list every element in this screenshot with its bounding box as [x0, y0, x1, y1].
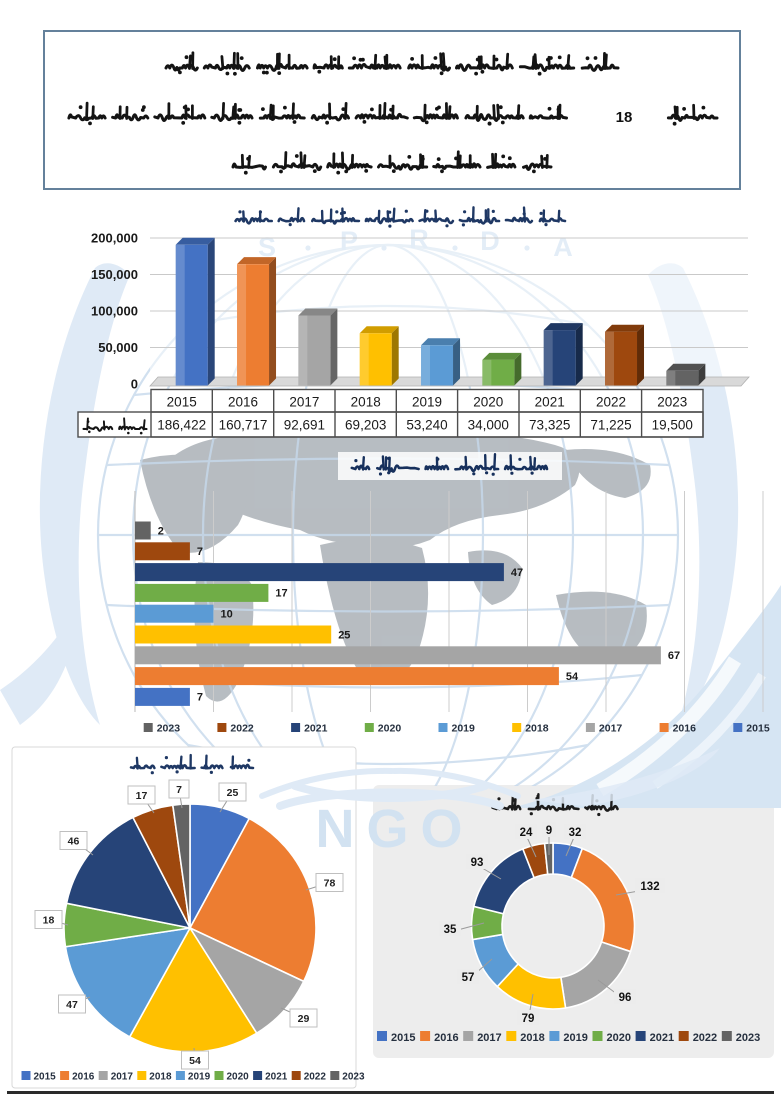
svg-text:47: 47	[511, 567, 523, 579]
svg-text:2021: 2021	[304, 723, 328, 735]
svg-text:2023: 2023	[157, 723, 181, 735]
svg-text:25: 25	[227, 787, 239, 799]
svg-text:2018: 2018	[525, 723, 549, 735]
svg-text:73,325: 73,325	[529, 418, 570, 433]
svg-text:2015: 2015	[746, 723, 770, 735]
svg-text:18: 18	[616, 109, 633, 126]
svg-text:2019: 2019	[563, 1032, 587, 1044]
svg-text:2018: 2018	[520, 1032, 544, 1044]
svg-text:160,717: 160,717	[219, 418, 268, 433]
svg-text:2018: 2018	[351, 395, 381, 410]
svg-text:19,500: 19,500	[652, 418, 693, 433]
svg-text:54: 54	[189, 1055, 201, 1067]
svg-text:54: 54	[566, 671, 579, 683]
svg-text:71,225: 71,225	[590, 418, 631, 433]
svg-text:53,240: 53,240	[406, 418, 447, 433]
svg-text:78: 78	[324, 877, 336, 889]
svg-text:7: 7	[197, 546, 203, 558]
svg-text:2015: 2015	[167, 395, 197, 410]
svg-text:2018: 2018	[149, 1072, 172, 1083]
svg-text:2023: 2023	[736, 1032, 760, 1044]
svg-text:2016: 2016	[72, 1072, 95, 1083]
svg-text:79: 79	[522, 1013, 535, 1025]
svg-text:34,000: 34,000	[468, 418, 509, 433]
svg-text:2020: 2020	[227, 1072, 250, 1083]
svg-text:96: 96	[619, 992, 632, 1004]
svg-text:47: 47	[66, 999, 78, 1011]
svg-text:2019: 2019	[188, 1072, 211, 1083]
svg-text:2022: 2022	[230, 723, 254, 735]
svg-text:57: 57	[462, 972, 475, 984]
svg-text:9: 9	[546, 825, 552, 837]
svg-text:35: 35	[444, 924, 457, 936]
svg-text:50,000: 50,000	[98, 340, 138, 355]
svg-text:2023: 2023	[342, 1072, 365, 1083]
svg-text:150,000: 150,000	[91, 267, 138, 282]
svg-text:93: 93	[471, 857, 484, 869]
svg-text:2017: 2017	[111, 1072, 134, 1083]
svg-text:2022: 2022	[596, 395, 626, 410]
svg-text:2017: 2017	[289, 395, 319, 410]
svg-text:2021: 2021	[535, 395, 565, 410]
svg-text:132: 132	[640, 881, 659, 893]
svg-text:2016: 2016	[673, 723, 697, 735]
svg-text:2022: 2022	[693, 1032, 717, 1044]
svg-text:92,691: 92,691	[284, 418, 325, 433]
svg-text:2017: 2017	[599, 723, 623, 735]
svg-text:2020: 2020	[378, 723, 402, 735]
svg-text:2023: 2023	[657, 395, 687, 410]
svg-text:2017: 2017	[477, 1032, 501, 1044]
svg-text:200,000: 200,000	[91, 231, 138, 246]
svg-text:2021: 2021	[265, 1072, 288, 1083]
svg-text:2016: 2016	[228, 395, 258, 410]
svg-text:29: 29	[298, 1013, 310, 1025]
svg-text:2020: 2020	[607, 1032, 631, 1044]
svg-text:46: 46	[68, 835, 80, 847]
svg-text:2019: 2019	[452, 723, 476, 735]
svg-text:186,422: 186,422	[157, 418, 206, 433]
svg-text:24: 24	[520, 827, 533, 839]
svg-text:2: 2	[158, 525, 164, 537]
svg-text:7: 7	[176, 784, 182, 796]
svg-text:17: 17	[136, 790, 148, 802]
svg-text:0: 0	[131, 377, 138, 392]
svg-text:7: 7	[197, 692, 203, 704]
svg-text:25: 25	[338, 629, 350, 641]
svg-text:2016: 2016	[434, 1032, 458, 1044]
svg-text:10: 10	[221, 609, 233, 621]
svg-text:69,203: 69,203	[345, 418, 386, 433]
svg-text:100,000: 100,000	[91, 304, 138, 319]
svg-text:2019: 2019	[412, 395, 442, 410]
svg-text:18: 18	[43, 914, 55, 926]
svg-text:2022: 2022	[304, 1072, 327, 1083]
svg-text:2015: 2015	[34, 1072, 57, 1083]
svg-text:2015: 2015	[391, 1032, 415, 1044]
svg-text:17: 17	[275, 588, 287, 600]
svg-text:67: 67	[668, 650, 680, 662]
svg-text:2021: 2021	[650, 1032, 674, 1044]
svg-text:2020: 2020	[473, 395, 503, 410]
svg-text:32: 32	[569, 827, 582, 839]
